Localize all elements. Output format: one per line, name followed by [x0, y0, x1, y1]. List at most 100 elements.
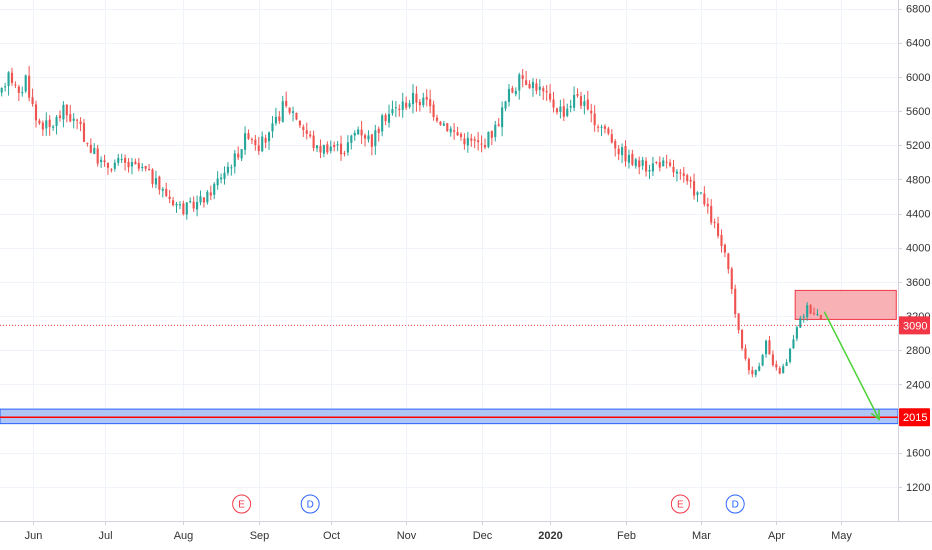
dividend-marker[interactable]: D	[725, 494, 745, 514]
candle-body	[727, 253, 730, 270]
candle-body	[435, 117, 439, 121]
candle-body	[456, 132, 459, 136]
candlestick-series	[0, 65, 822, 378]
candle	[220, 173, 223, 184]
earnings-marker[interactable]: E	[670, 494, 690, 514]
candle-body	[716, 223, 720, 236]
candle-body	[610, 134, 613, 143]
candle	[483, 138, 487, 150]
candle	[72, 112, 75, 129]
candle-body	[158, 176, 161, 190]
candle	[55, 115, 58, 135]
candle	[525, 70, 528, 86]
candle-body	[24, 75, 27, 92]
candle	[528, 80, 531, 89]
candle	[785, 359, 788, 367]
candle-body	[4, 86, 7, 88]
candle-body	[638, 160, 641, 168]
candle	[425, 89, 428, 107]
candle	[675, 169, 678, 182]
candle	[305, 122, 308, 140]
candle	[206, 189, 209, 205]
candle	[415, 86, 418, 112]
candle	[250, 137, 253, 145]
candle	[62, 101, 65, 128]
candle	[24, 74, 27, 94]
candle	[545, 84, 548, 101]
candle-body	[788, 348, 792, 362]
candle	[775, 360, 778, 371]
candle	[271, 116, 274, 138]
candle	[501, 101, 504, 137]
candle-body	[267, 132, 271, 142]
candle	[669, 159, 672, 168]
dividend-marker[interactable]: D	[300, 494, 320, 514]
candle	[285, 91, 288, 108]
horizontal-price-lines	[0, 324, 898, 418]
candle-body	[771, 354, 774, 366]
candle-body	[374, 130, 377, 147]
candle-body	[106, 162, 110, 168]
candle-body	[641, 159, 644, 166]
candle-body	[31, 97, 34, 104]
candle	[795, 325, 798, 342]
candle-body	[381, 115, 384, 132]
candle-body	[483, 145, 487, 148]
candle	[655, 161, 658, 165]
candle-body	[521, 75, 524, 80]
candle	[189, 197, 192, 204]
candle-body	[446, 123, 449, 131]
candle-body	[226, 166, 229, 173]
candle	[538, 79, 541, 97]
candle	[343, 150, 346, 157]
candle	[28, 65, 31, 102]
candle-body	[655, 161, 658, 163]
candle	[288, 107, 291, 115]
price-tick-label: 5600	[906, 106, 930, 118]
candle	[713, 218, 716, 229]
candle	[590, 103, 593, 123]
candle-body	[795, 327, 798, 339]
candle	[398, 104, 401, 117]
candle	[257, 137, 260, 155]
candle	[100, 156, 103, 168]
candle-body	[799, 318, 802, 328]
candle-body	[333, 144, 336, 147]
candle	[7, 71, 10, 96]
candle-body	[120, 159, 123, 161]
candle	[374, 124, 377, 155]
candle-body	[713, 222, 716, 224]
candle-body	[792, 339, 795, 349]
candle	[158, 175, 161, 195]
time-tick-label: Jun	[25, 530, 43, 542]
candle-body	[209, 192, 212, 196]
candle-body	[809, 305, 812, 314]
candle	[603, 124, 607, 134]
candle	[754, 369, 757, 378]
candle-body	[494, 124, 497, 137]
candle-body	[411, 92, 415, 105]
candle-body	[89, 144, 92, 153]
price-tick-label: 4000	[906, 243, 930, 255]
time-axis[interactable]: Jun Jul Aug Sep Oct Nov Dec 2020 Feb Mar Apr May	[25, 521, 853, 542]
candle-body	[86, 142, 89, 144]
candle	[723, 243, 726, 258]
candle	[154, 170, 158, 189]
candle	[405, 96, 408, 111]
candle-body	[384, 115, 387, 122]
candle-body	[271, 123, 274, 132]
earnings-marker[interactable]: E	[232, 494, 252, 514]
price-tag-background	[899, 408, 930, 427]
candle	[148, 164, 151, 171]
candle-body	[764, 340, 768, 355]
candle-body	[768, 340, 771, 355]
candle-body	[651, 163, 654, 172]
candle-body	[607, 128, 610, 134]
candle	[788, 348, 792, 364]
candle-body	[350, 135, 353, 143]
candle-body	[82, 123, 86, 142]
candle-body	[278, 116, 281, 121]
candle-body	[339, 143, 343, 155]
candle-body	[751, 370, 754, 375]
